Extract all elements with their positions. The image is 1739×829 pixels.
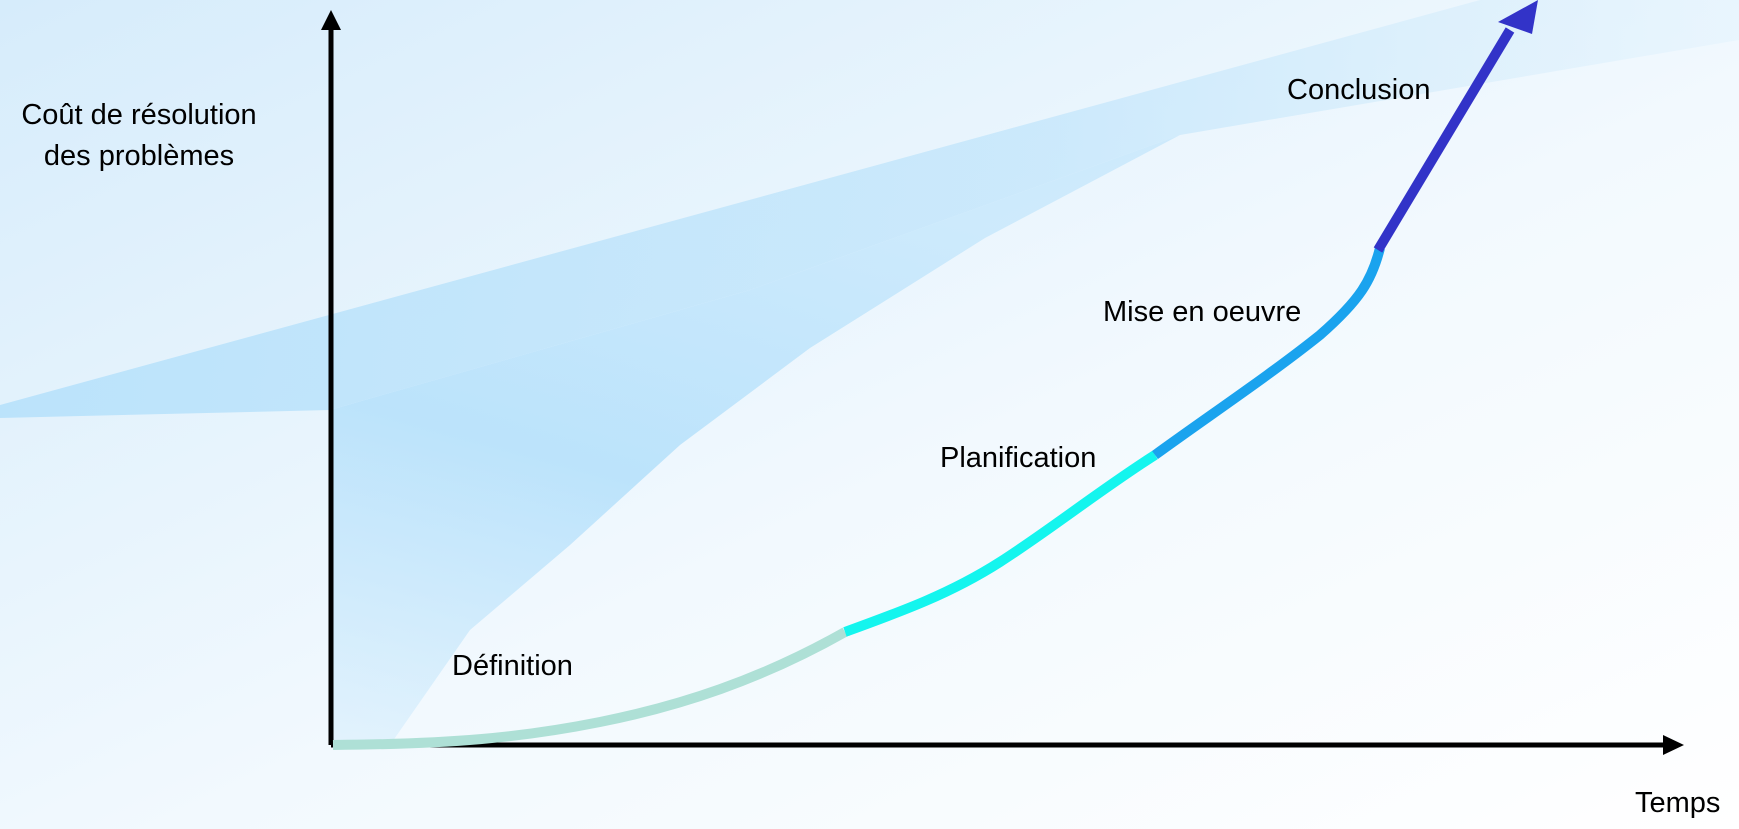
y-axis-label: Coût de résolution des problèmes (8, 95, 270, 176)
phase-curve-definition (332, 627, 848, 750)
phase-label-planification: Planification (940, 442, 1097, 474)
decorative-band-upper (0, 0, 1739, 418)
decorative-band-wedge (330, 135, 1180, 745)
phase-curve-conclusion (1373, 27, 1515, 253)
x-axis-arrowhead (1663, 735, 1684, 755)
y-axis-arrowhead (321, 10, 341, 30)
phase-curve-planification (843, 450, 1158, 637)
phase-label-definition: Définition (452, 650, 573, 682)
y-axis-label-line-1: Coût de résolution (21, 99, 257, 131)
y-axis-label-line-2: des problèmes (43, 139, 235, 172)
phase-label-conclusion: Conclusion (1287, 74, 1431, 106)
conclusion-arrowhead (1498, 0, 1538, 34)
phase-label-mise-en-oeuvre: Mise en oeuvre (1103, 296, 1302, 328)
x-axis-label: Temps (1635, 787, 1721, 819)
phase-curve-mise-en-oeuvre (1152, 246, 1385, 460)
